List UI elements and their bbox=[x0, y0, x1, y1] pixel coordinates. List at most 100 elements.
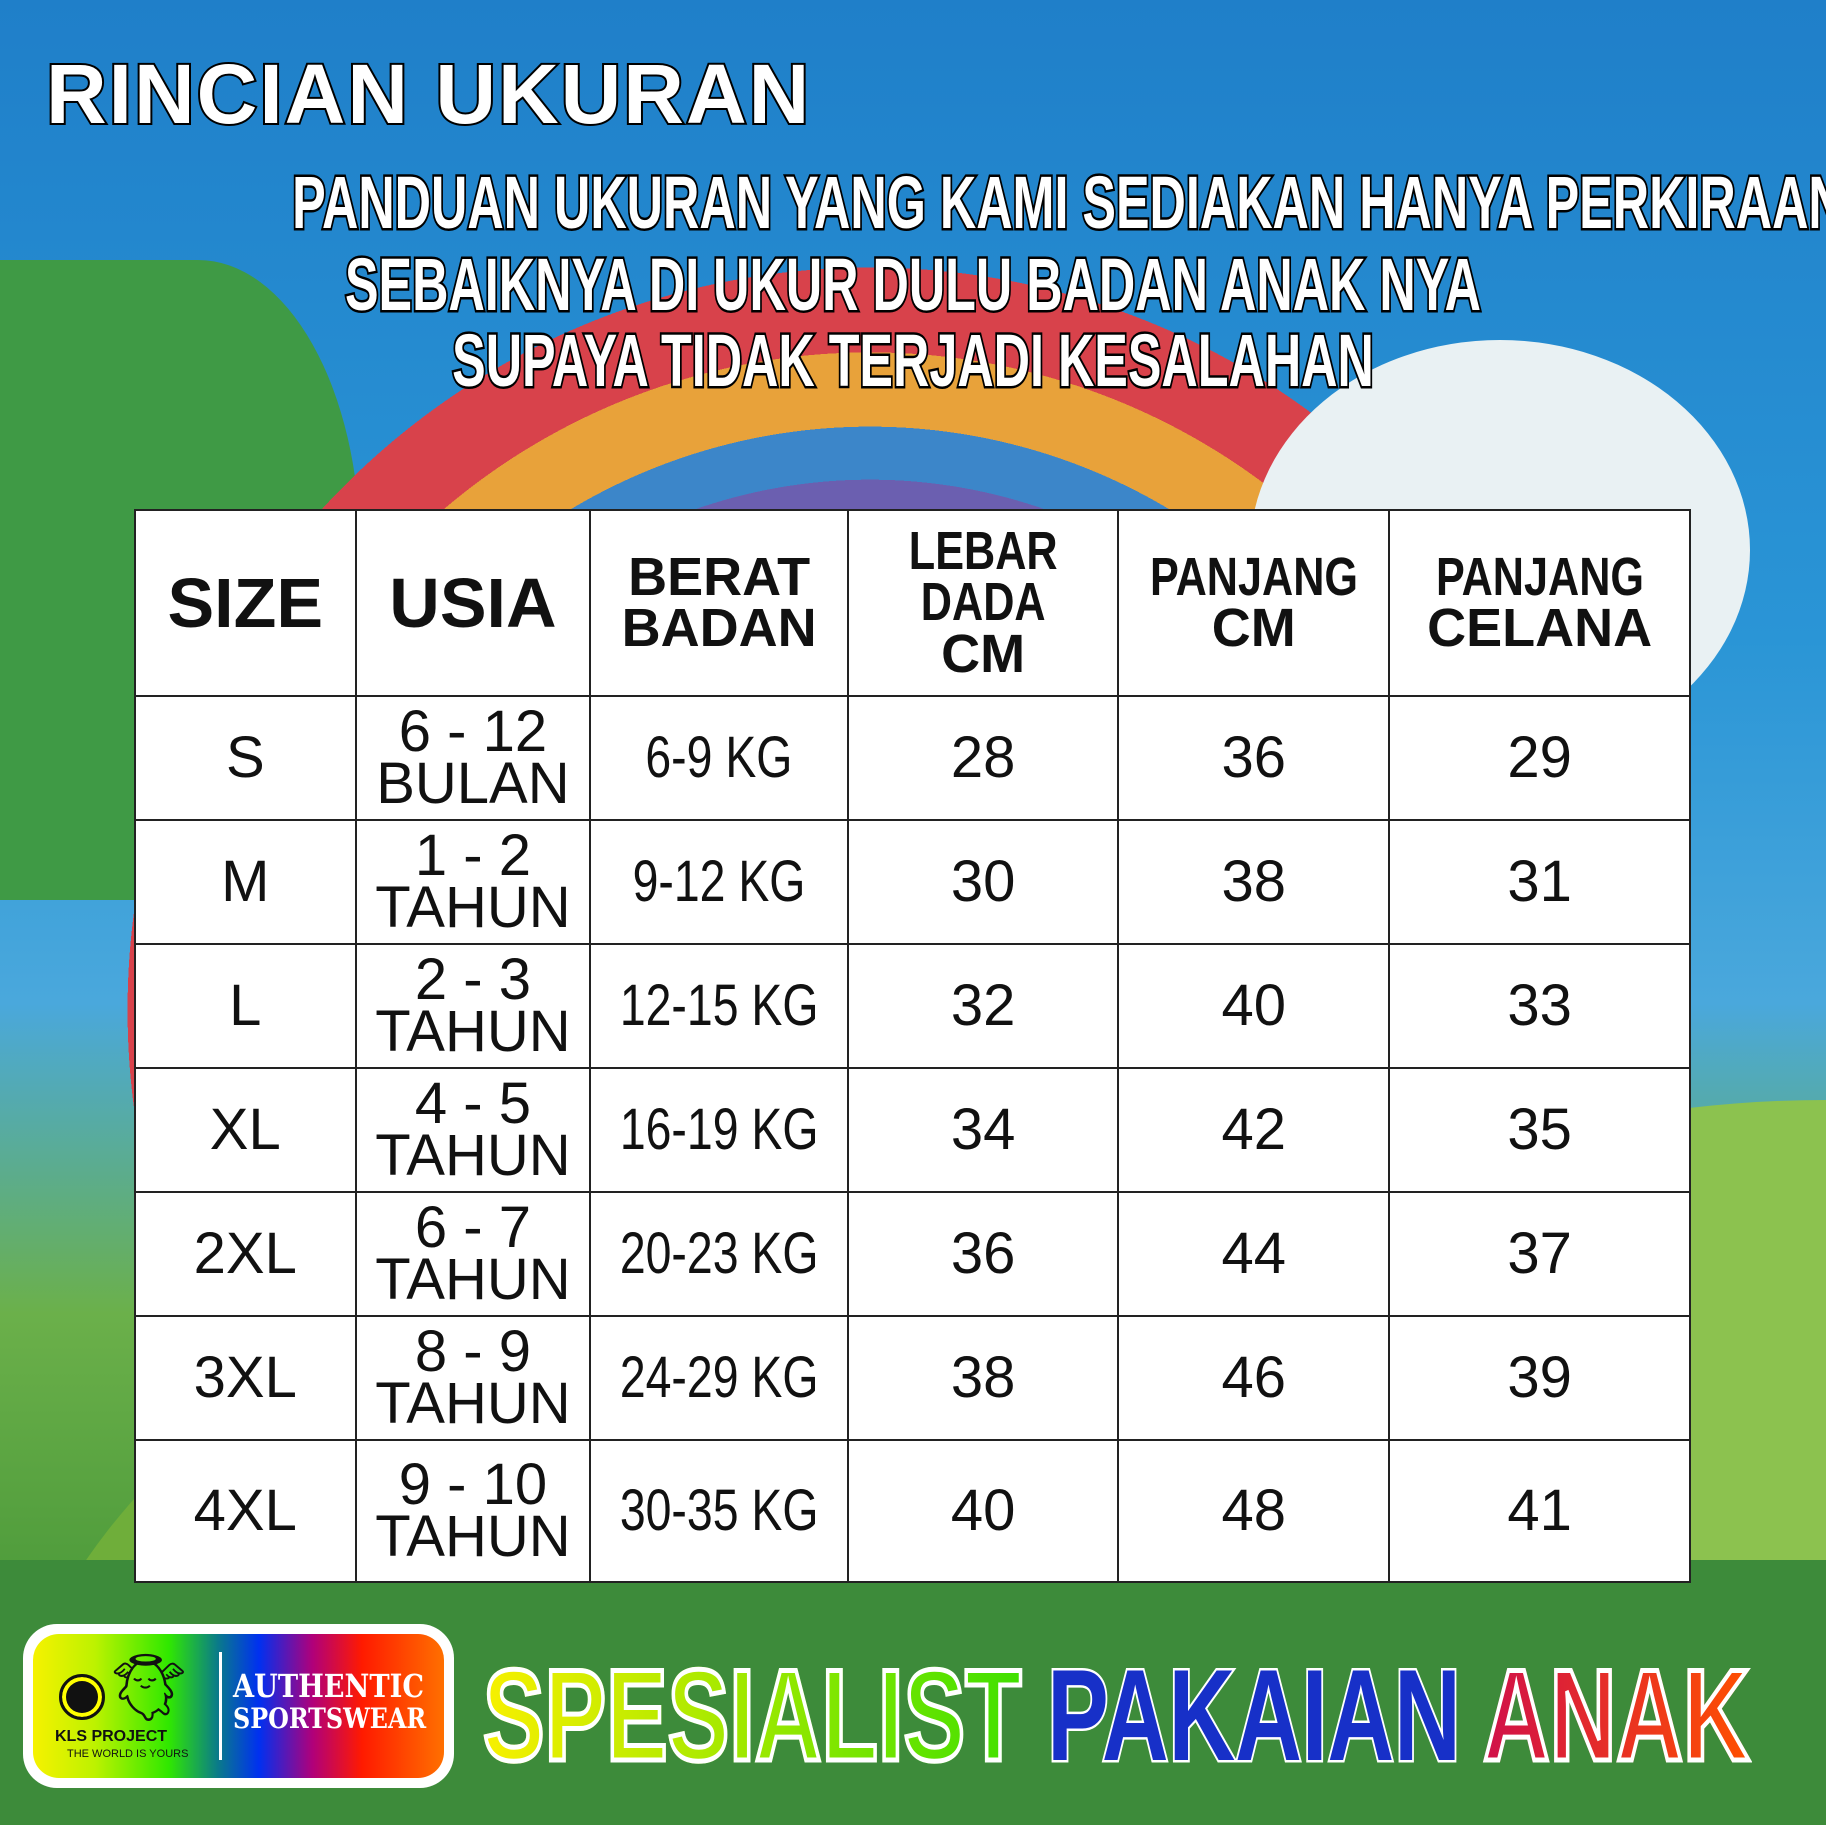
header-text: USIA bbox=[389, 563, 557, 642]
subtitle-line-2: SEBAIKNYA DI UKUR DULU BADAN ANAK NYA bbox=[343, 241, 1482, 329]
divider bbox=[219, 1652, 222, 1760]
cell-berat: 9-12 KG bbox=[589, 819, 849, 945]
column-header: SIZE bbox=[134, 509, 357, 697]
header-text: PANJANG bbox=[1390, 546, 1689, 607]
cell-panjang: 44 bbox=[1117, 1191, 1391, 1317]
cell-size: 4XL bbox=[134, 1439, 357, 1583]
table-row: XL 4 - 5 TAHUN 16-19 KG 34 42 35 bbox=[134, 1067, 1691, 1193]
angel-icon: 👼︎ bbox=[107, 1650, 191, 1724]
cell-panjang: 40 bbox=[1117, 943, 1391, 1069]
cell-panjang: 42 bbox=[1117, 1067, 1391, 1193]
size-chart-table: SIZE USIA BERAT BADAN LEBAR DADA CM PANJANG CM P… bbox=[134, 509, 1691, 1583]
header-text-inner: PANJANG bbox=[1435, 546, 1644, 607]
cell-celana: 35 bbox=[1388, 1067, 1691, 1193]
cell-usia: 4 - 5 TAHUN bbox=[354, 1067, 592, 1193]
column-header: USIA bbox=[354, 509, 592, 697]
cell-panjang: 36 bbox=[1117, 695, 1391, 821]
usia-line: 1 - 2 bbox=[414, 822, 531, 888]
berat-text: 16-19 KG bbox=[619, 1096, 819, 1162]
cell-celana: 29 bbox=[1388, 695, 1691, 821]
subtitle-line-1: PANDUAN UKURAN YANG KAMI SEDIAKAN HANYA … bbox=[290, 159, 1826, 247]
slogan-word-1: SPESIALIST bbox=[481, 1640, 1023, 1791]
cell-dada: 34 bbox=[846, 1067, 1120, 1193]
column-header: BERAT BADAN bbox=[589, 509, 849, 697]
cell-size: 2XL bbox=[134, 1191, 357, 1317]
cell-panjang: 48 bbox=[1117, 1439, 1391, 1583]
cell-size: XL bbox=[134, 1067, 357, 1193]
cell-berat: 12-15 KG bbox=[589, 943, 849, 1069]
header-text: CM bbox=[1211, 598, 1296, 658]
header-text: PANJANG bbox=[1119, 546, 1388, 607]
cell-usia: 1 - 2 TAHUN bbox=[354, 819, 592, 945]
berat-text: 30-35 KG bbox=[619, 1477, 819, 1543]
slogan: SPESIALIST PAKAIAN ANAK bbox=[481, 1640, 1751, 1791]
cell-dada: 36 bbox=[846, 1191, 1120, 1317]
header-text-inner: LEBAR DADA bbox=[908, 521, 1058, 633]
table-row: 3XL 8 - 9 TAHUN 24-29 KG 38 46 39 bbox=[134, 1315, 1691, 1441]
usia-line: 6 - 12 bbox=[398, 698, 548, 764]
page-title: RINCIAN UKURAN bbox=[44, 45, 812, 143]
cell-usia: 8 - 9 TAHUN bbox=[354, 1315, 592, 1441]
cell-berat: 30-35 KG bbox=[589, 1439, 849, 1583]
cell-dada: 30 bbox=[846, 819, 1120, 945]
usia-line: TAHUN bbox=[375, 875, 571, 940]
cell-celana: 31 bbox=[1388, 819, 1691, 945]
cell-usia: 9 - 10 TAHUN bbox=[354, 1439, 592, 1583]
usia-line: TAHUN bbox=[375, 1123, 571, 1188]
subtitle-line-3: SUPAYA TIDAK TERJADI KESALAHAN bbox=[450, 317, 1375, 405]
berat-text: 24-29 KG bbox=[619, 1344, 819, 1410]
header-text: BERAT bbox=[628, 546, 811, 607]
table-row: 4XL 9 - 10 TAHUN 30-35 KG 40 48 41 bbox=[134, 1439, 1691, 1583]
brand-tagline: THE WORLD IS YOURS bbox=[67, 1748, 189, 1760]
usia-line: TAHUN bbox=[375, 1371, 571, 1436]
cell-usia: 2 - 3 TAHUN bbox=[354, 943, 592, 1069]
column-header: PANJANG CELANA bbox=[1388, 509, 1691, 697]
cell-celana: 37 bbox=[1388, 1191, 1691, 1317]
berat-text: 9-12 KG bbox=[632, 848, 806, 914]
cell-dada: 32 bbox=[846, 943, 1120, 1069]
cell-berat: 24-29 KG bbox=[589, 1315, 849, 1441]
usia-line: TAHUN bbox=[375, 1504, 571, 1569]
header-text: CELANA bbox=[1427, 598, 1653, 658]
cell-berat: 20-23 KG bbox=[589, 1191, 849, 1317]
cell-usia: 6 - 12 BULAN bbox=[354, 695, 592, 821]
cell-dada: 38 bbox=[846, 1315, 1120, 1441]
header-row: SIZE USIA BERAT BADAN LEBAR DADA CM PANJANG CM P… bbox=[134, 509, 1691, 697]
header-text: BADAN bbox=[621, 598, 817, 658]
cell-panjang: 38 bbox=[1117, 819, 1391, 945]
sportswear-text: SPORTSWEAR bbox=[233, 1701, 427, 1735]
cell-size: S bbox=[134, 695, 357, 821]
usia-line: 6 - 7 bbox=[414, 1194, 531, 1260]
usia-line: 8 - 9 bbox=[414, 1318, 531, 1384]
cell-size: 3XL bbox=[134, 1315, 357, 1441]
cell-size: L bbox=[134, 943, 357, 1069]
cell-dada: 28 bbox=[846, 695, 1120, 821]
cell-size: M bbox=[134, 819, 357, 945]
berat-text: 12-15 KG bbox=[619, 972, 819, 1038]
usia-line: BULAN bbox=[376, 751, 570, 816]
cell-celana: 33 bbox=[1388, 943, 1691, 1069]
cell-dada: 40 bbox=[846, 1439, 1120, 1583]
table-row: 2XL 6 - 7 TAHUN 20-23 KG 36 44 37 bbox=[134, 1191, 1691, 1317]
slogan-word-2: PAKAIAN bbox=[1045, 1640, 1462, 1791]
usia-line: TAHUN bbox=[375, 999, 571, 1064]
column-header: PANJANG CM bbox=[1117, 509, 1391, 697]
usia-line: 2 - 3 bbox=[414, 946, 531, 1012]
brand-logo: 👼︎ KLS PROJECT THE WORLD IS YOURS AUTHEN… bbox=[23, 1624, 454, 1788]
cell-celana: 41 bbox=[1388, 1439, 1691, 1583]
slogan-word-3: ANAK bbox=[1481, 1640, 1751, 1791]
usia-line: 4 - 5 bbox=[414, 1070, 531, 1136]
header-text: SIZE bbox=[167, 563, 324, 642]
header-text-inner: PANJANG bbox=[1149, 546, 1358, 607]
cell-celana: 39 bbox=[1388, 1315, 1691, 1441]
berat-text: 20-23 KG bbox=[619, 1220, 819, 1286]
usia-line: 9 - 10 bbox=[398, 1451, 548, 1517]
globe-icon bbox=[59, 1674, 105, 1720]
cell-usia: 6 - 7 TAHUN bbox=[354, 1191, 592, 1317]
berat-text: 6-9 KG bbox=[645, 724, 793, 790]
cell-berat: 6-9 KG bbox=[589, 695, 849, 821]
header-text: LEBAR DADA bbox=[849, 521, 1117, 633]
